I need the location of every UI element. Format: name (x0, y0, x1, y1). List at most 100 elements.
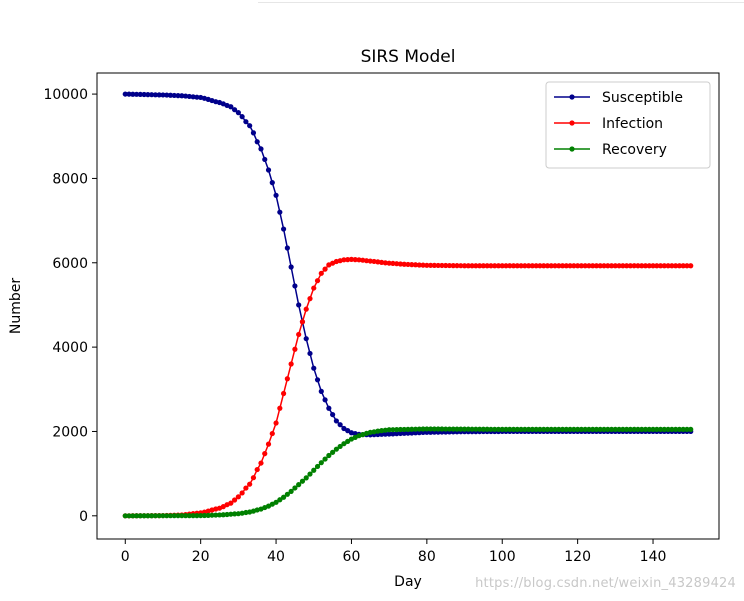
watermark-text: https://blog.csdn.net/weixin_43289424 (475, 576, 736, 591)
data-point-recovery (179, 513, 185, 519)
data-point-recovery (186, 513, 192, 519)
data-point-infection (409, 262, 415, 268)
data-point-infection (608, 263, 615, 269)
data-point-recovery (160, 513, 166, 519)
data-point-recovery (401, 426, 407, 433)
y-axis-label: Number (8, 278, 24, 334)
data-point-infection (522, 263, 528, 269)
data-point-susceptible (167, 92, 174, 98)
data-point-susceptible (126, 91, 132, 97)
data-point-susceptible (284, 245, 290, 251)
data-point-infection (465, 263, 471, 269)
data-point-recovery (608, 426, 615, 432)
data-point-infection (439, 262, 445, 269)
data-point-recovery (228, 511, 234, 517)
data-point-recovery (382, 427, 388, 433)
data-point-infection (318, 270, 324, 276)
data-point-infection (394, 261, 400, 267)
data-point-recovery (571, 426, 577, 432)
data-point-susceptible (122, 91, 128, 97)
plot-area: 0 20 40 60 80 100 120 140 0 2000 4000 6000 8000 10000 (43, 72, 720, 565)
x-tick-label: 0 (121, 549, 130, 565)
data-point-susceptible (262, 156, 268, 163)
data-point-susceptible (337, 422, 343, 428)
data-point-recovery (277, 497, 283, 503)
data-point-infection (533, 263, 539, 269)
data-point-susceptible (292, 283, 298, 289)
data-point-recovery (518, 426, 524, 432)
data-point-susceptible (141, 91, 147, 98)
data-point-susceptible (258, 146, 264, 152)
data-point-recovery (646, 426, 652, 432)
data-point-infection (231, 497, 238, 503)
data-point-infection (352, 257, 358, 263)
data-point-infection (348, 256, 355, 262)
data-point-infection (239, 490, 245, 496)
data-point-infection (567, 263, 573, 269)
data-point-recovery (507, 426, 513, 432)
data-point-infection (473, 263, 479, 269)
data-point-susceptible (281, 226, 287, 232)
data-point-susceptible (254, 139, 260, 145)
data-point-infection (688, 263, 694, 269)
data-point-susceptible (190, 94, 196, 100)
data-point-recovery (171, 513, 177, 519)
data-point-susceptible (307, 350, 313, 357)
data-point-susceptible (171, 92, 177, 99)
data-point-susceptible (322, 397, 328, 403)
data-point-susceptible (303, 336, 309, 342)
data-point-recovery (665, 426, 671, 432)
data-point-recovery (650, 426, 656, 432)
data-point-susceptible (405, 430, 411, 436)
data-point-susceptible (194, 94, 200, 100)
legend-box (545, 81, 711, 169)
data-point-infection (254, 466, 260, 473)
x-tick-label: 80 (418, 549, 436, 565)
data-point-infection (495, 263, 502, 269)
data-point-infection (382, 260, 388, 266)
data-point-susceptible (156, 92, 162, 98)
data-point-infection (296, 331, 302, 338)
data-point-susceptible (277, 209, 283, 215)
data-point-recovery (469, 426, 475, 432)
data-point-susceptible (160, 92, 166, 98)
data-point-susceptible (130, 91, 136, 97)
data-point-recovery (141, 513, 147, 519)
data-point-susceptible (333, 418, 339, 424)
data-point-infection (593, 263, 600, 269)
data-point-infection (544, 263, 551, 269)
data-point-recovery (605, 426, 611, 432)
data-point-recovery (137, 513, 143, 519)
data-point-recovery (330, 449, 336, 455)
data-point-susceptible (250, 130, 257, 136)
y-tick-label: 4000 (52, 340, 88, 356)
data-point-infection (529, 263, 536, 269)
data-point-infection (469, 263, 475, 269)
data-point-recovery (386, 427, 392, 433)
data-point-infection (526, 263, 532, 269)
legend-label: Recovery (602, 142, 667, 158)
data-point-infection (367, 258, 373, 264)
data-point-recovery (405, 426, 411, 432)
data-point-infection (428, 262, 434, 268)
data-point-recovery (292, 485, 298, 491)
data-point-susceptible (186, 93, 192, 100)
data-point-recovery (431, 426, 437, 432)
data-point-recovery (126, 513, 132, 519)
data-point-recovery (541, 426, 547, 432)
data-point-infection (661, 263, 667, 269)
data-point-susceptible (133, 91, 140, 97)
chart-title: SIRS Model (361, 47, 456, 67)
data-point-susceptible (137, 91, 143, 98)
data-point-recovery (563, 426, 569, 432)
data-point-infection (575, 263, 581, 269)
data-point-infection (537, 263, 543, 269)
data-point-infection (443, 262, 449, 269)
data-point-recovery (145, 513, 151, 519)
data-point-recovery (416, 426, 422, 432)
data-point-susceptible (243, 119, 249, 125)
data-point-infection (228, 500, 234, 506)
data-point-infection (650, 263, 656, 269)
data-point-infection (556, 263, 562, 269)
